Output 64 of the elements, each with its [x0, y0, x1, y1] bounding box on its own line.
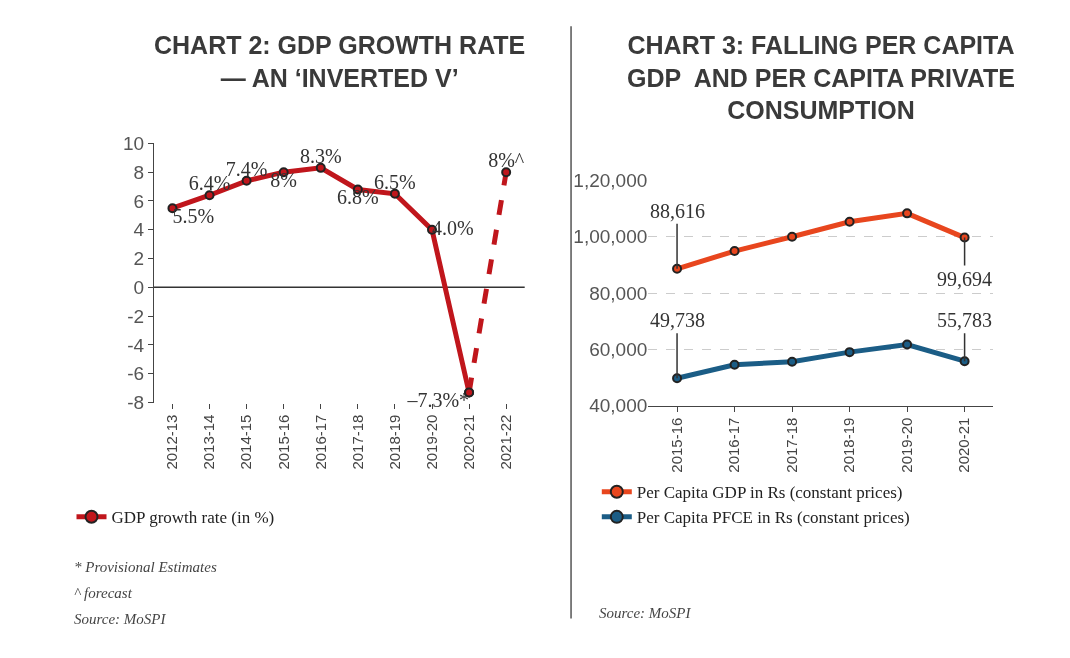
data-label: –7.3%* [406, 389, 470, 412]
x-tick-label: 2021-22 [497, 414, 515, 470]
y-tick-label: 10 [122, 133, 145, 155]
y-tick-label: 0 [133, 277, 145, 299]
point [315, 162, 326, 173]
legend-label: GDP growth rate (in %) [111, 508, 275, 528]
x-tick-label: 2020-21 [955, 417, 973, 473]
x-tick-label: 2018-19 [840, 417, 858, 473]
chart-title: CHART 2: GDP GROWTH RATE — AN ‘INVERTED V’ [154, 31, 526, 92]
data-label: 88,616 [650, 200, 705, 222]
y-tick-label: -6 [127, 363, 145, 385]
data-label: 8% [270, 169, 298, 192]
data-label: 8.3% [299, 144, 342, 167]
data-label: 8%^ [488, 149, 525, 172]
x-tick-label: 2014-15 [237, 414, 255, 470]
point [902, 208, 913, 219]
point [844, 347, 855, 358]
source-note: Source: MoSPI [599, 605, 692, 621]
y-tick-label: -4 [127, 334, 145, 356]
data-label: 55,783 [937, 309, 992, 331]
y-tick-label: 40,000 [589, 395, 648, 417]
x-tick-label: 2012-13 [163, 414, 181, 470]
legend-label: Per Capita GDP in Rs (constant prices) [636, 483, 903, 503]
data-label: 4.0% [432, 216, 474, 239]
y-tick-label: -2 [127, 305, 145, 327]
x-tick-label: 2016-17 [725, 417, 743, 473]
point [204, 190, 215, 201]
source-note: Source: MoSPI [74, 611, 167, 627]
point [959, 356, 970, 367]
y-tick-label: 4 [133, 219, 145, 241]
x-tick-label: 2013-14 [200, 414, 218, 470]
data-label: 5.5% [172, 205, 215, 228]
point [501, 167, 512, 178]
x-tick-label: 2018-19 [385, 414, 403, 470]
point [729, 359, 740, 370]
point [844, 216, 855, 227]
y-tick-label: -8 [127, 392, 145, 414]
y-tick-label: 60,000 [589, 338, 648, 360]
x-tick-label: 2019-20 [897, 417, 915, 473]
x-tick-label: 2015-16 [667, 417, 685, 473]
point [787, 231, 798, 242]
y-tick-label: 2 [133, 248, 145, 270]
point [729, 246, 740, 257]
x-tick-label: 2019-20 [422, 414, 440, 470]
point [959, 232, 970, 243]
text: ^ forecast [74, 585, 133, 601]
chart-title: CHART 3: FALLING PER CAPITA GDP AND PER CAPITA PRIVATE CONSUMPTION [627, 31, 1016, 124]
point [902, 339, 913, 350]
point [787, 356, 798, 367]
y-tick-label: 8 [133, 161, 145, 183]
legend-label: Per Capita PFCE in Rs (constant prices) [636, 508, 910, 528]
data-label: 49,738 [650, 309, 705, 331]
x-tick-label: 2016-17 [311, 414, 329, 470]
y-tick-label: 6 [133, 190, 145, 212]
y-tick-label: 1,00,000 [573, 226, 648, 248]
y-tick-label: 80,000 [589, 282, 648, 304]
text: * Provisional Estimates [74, 559, 217, 575]
x-tick-label: 2017-18 [782, 417, 800, 473]
data-label: 6.5% [374, 170, 416, 193]
y-tick-label: 1,20,000 [573, 170, 648, 192]
x-tick-label: 2020-21 [459, 414, 477, 470]
x-tick-label: 2015-16 [274, 414, 292, 470]
x-tick-label: 2017-18 [348, 414, 366, 470]
data-label: 99,694 [937, 268, 992, 290]
